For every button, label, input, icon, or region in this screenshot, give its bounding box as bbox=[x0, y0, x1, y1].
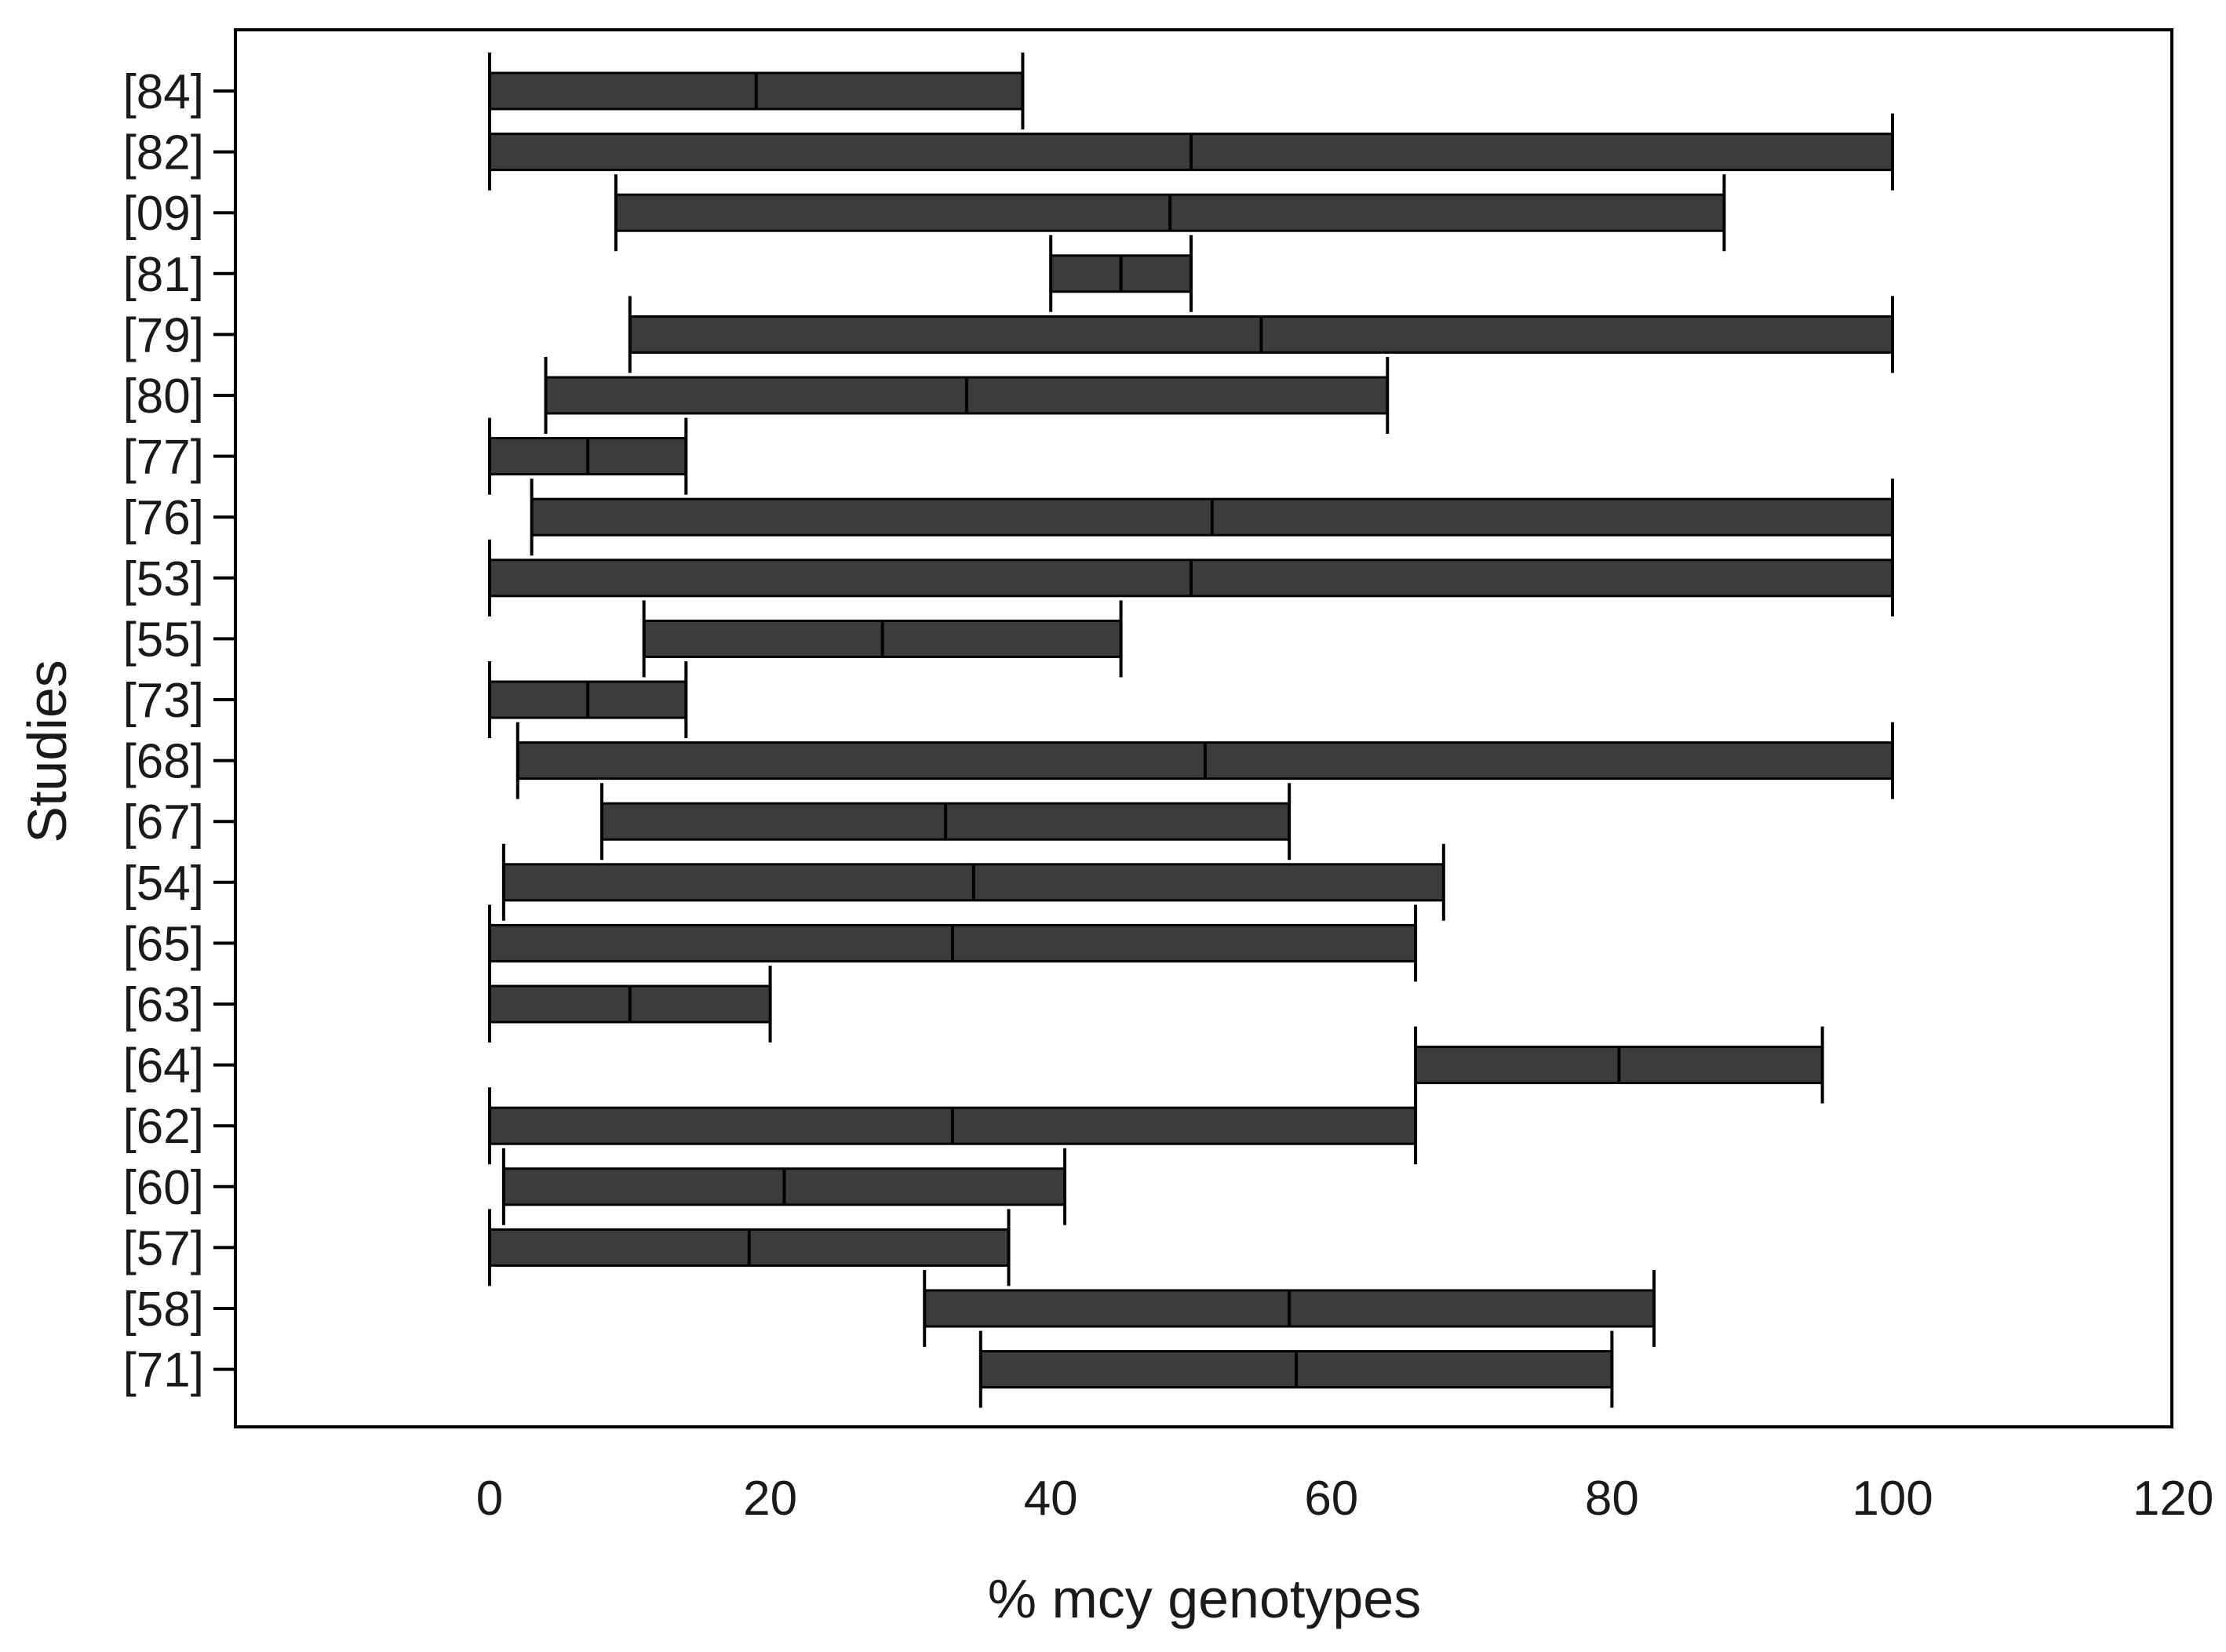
plot-frame bbox=[234, 28, 2173, 1428]
y-tick-label-2: [09] bbox=[123, 187, 204, 241]
x-tick-layer: 0 20 40 60 80 100 120 bbox=[476, 1472, 2214, 1526]
y-tick-label-0: [84] bbox=[123, 65, 204, 119]
y-tick-label-6: [77] bbox=[123, 431, 204, 485]
x-tick-label-2: 40 bbox=[1024, 1472, 1078, 1526]
x-tick-label-0: 0 bbox=[476, 1472, 503, 1526]
y-tick-label-17: [62] bbox=[123, 1100, 204, 1154]
y-tick-label-19: [57] bbox=[123, 1221, 204, 1275]
y-tick-label-1: [82] bbox=[123, 126, 204, 180]
y-tick-label-5: [80] bbox=[123, 369, 204, 424]
y-tick-layer: [84] [82] [09] [81] [79] [80] [77] [76] [53] [55]… bbox=[123, 65, 235, 1398]
x-tick-label-5: 100 bbox=[1852, 1472, 1933, 1526]
y-tick-label-9: [55] bbox=[123, 613, 204, 667]
y-tick-label-16: [64] bbox=[123, 1039, 204, 1093]
x-tick-label-3: 60 bbox=[1304, 1472, 1358, 1526]
x-axis-title: % mcy genotypes bbox=[988, 1568, 1421, 1629]
y-tick-label-3: [81] bbox=[123, 248, 204, 302]
y-tick-label-18: [60] bbox=[123, 1161, 204, 1215]
y-axis-title: Studies bbox=[16, 660, 78, 842]
y-tick-label-11: [68] bbox=[123, 735, 204, 789]
y-tick-label-13: [54] bbox=[123, 857, 204, 911]
y-tick-label-14: [65] bbox=[123, 917, 204, 971]
y-tick-label-20: [58] bbox=[123, 1283, 204, 1337]
x-tick-label-1: 20 bbox=[743, 1472, 797, 1526]
bars-layer bbox=[488, 53, 1894, 1408]
y-tick-label-4: [79] bbox=[123, 308, 204, 362]
y-tick-label-7: [76] bbox=[123, 491, 204, 545]
y-tick-label-21: [71] bbox=[123, 1344, 204, 1398]
y-tick-label-15: [63] bbox=[123, 978, 204, 1032]
y-tick-label-10: [73] bbox=[123, 674, 204, 728]
y-tick-label-8: [53] bbox=[123, 552, 204, 606]
x-tick-label-4: 80 bbox=[1585, 1472, 1639, 1526]
y-tick-label-12: [67] bbox=[123, 795, 204, 850]
x-tick-label-6: 120 bbox=[2133, 1472, 2213, 1526]
